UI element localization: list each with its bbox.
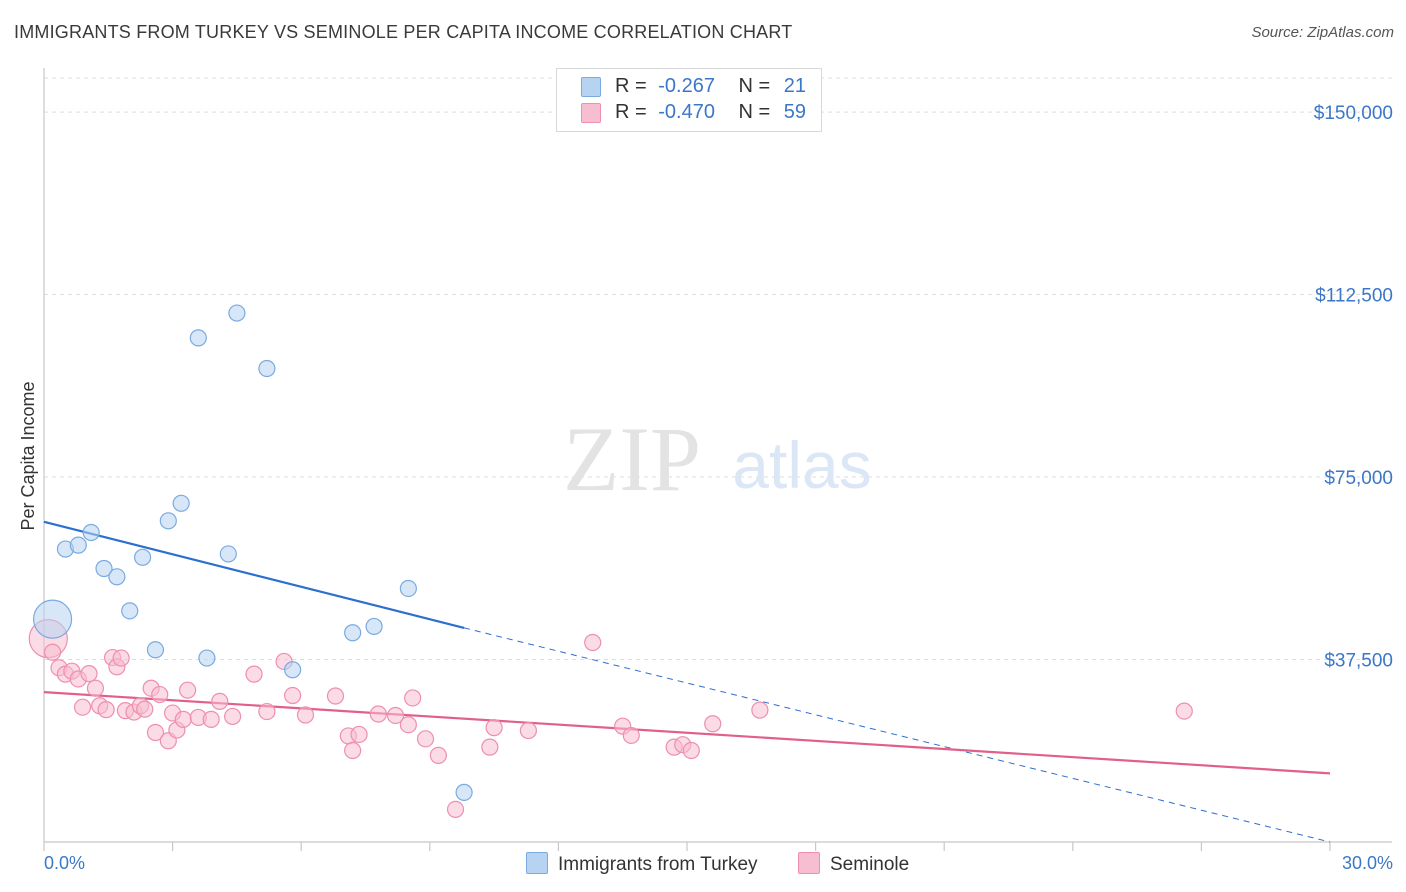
seminole-point-1 <box>43 643 62 661</box>
series-swatch-turkey <box>526 852 548 874</box>
tick-labels: $37,500 $75,000 $112,500 $150,000 0.0% 30.0% P… <box>18 103 1393 873</box>
seminole-point-35 <box>326 687 345 705</box>
trend-line-turkey <box>43 520 465 629</box>
turkey-point-5 <box>108 568 126 586</box>
turkey-point-3 <box>82 523 100 542</box>
legend-n-value-turkey: 21 <box>783 75 807 97</box>
y-tick-label-0: $37,500 <box>1324 651 1393 672</box>
turkey-point-9 <box>159 512 177 530</box>
seminole-point-19 <box>146 723 165 742</box>
seminole-point-43 <box>416 730 435 748</box>
turkey-point-4 <box>95 559 113 578</box>
seminole-point-29 <box>224 707 242 726</box>
watermark-atlas: atlas <box>732 428 871 502</box>
legend-n-value-seminole: 59 <box>783 101 807 123</box>
seminole-point-31 <box>258 702 276 721</box>
seminole-point-47 <box>485 719 503 737</box>
seminole-point-33 <box>284 686 302 705</box>
correlation-legend: R = -0.267 N = 21 R = -0.470 N = 59 <box>556 68 822 132</box>
seminole-point-8 <box>86 679 105 697</box>
series-label-seminole: Seminole <box>830 854 910 875</box>
y-tick-label-2: $112,500 <box>1315 286 1393 307</box>
legend-n-label: N = <box>738 75 771 97</box>
chart-title: IMMIGRANTS FROM TURKEY VS SEMINOLE PER C… <box>14 22 793 42</box>
seminole-point-17 <box>136 700 154 718</box>
series-swatch-seminole <box>798 852 820 874</box>
turkey-point-17 <box>344 624 362 642</box>
seminole-point-45 <box>446 800 465 818</box>
source-credit: Source: ZipAtlas.com <box>1251 24 1394 41</box>
seminole-point-57 <box>1175 702 1193 720</box>
legend-r-label: R = <box>615 75 647 97</box>
trend-lines <box>43 520 1331 843</box>
turkey-point-18 <box>365 617 383 636</box>
seminole-point-54 <box>682 741 700 760</box>
seminole-point-46 <box>481 738 499 756</box>
watermark-zip: ZIP <box>563 408 701 510</box>
turkey-point-6 <box>121 602 139 620</box>
legend-swatch-seminole <box>581 103 601 123</box>
seminole-point-51 <box>622 726 640 745</box>
turkey-point-2 <box>69 536 87 554</box>
legend-swatch-turkey <box>581 77 601 97</box>
turkey-point-15 <box>258 359 276 378</box>
seminole-point-39 <box>369 705 387 723</box>
series-legend-turkey: Immigrants from Turkey <box>526 852 758 876</box>
y-axis-label: Per Capita Income <box>18 381 38 530</box>
turkey-point-13 <box>219 545 237 563</box>
turkey-point-19 <box>399 579 417 598</box>
turkey-point-12 <box>198 649 216 667</box>
seminole-point-25 <box>179 681 197 699</box>
seminole-point-20 <box>151 685 169 704</box>
seminole-point-13 <box>112 649 130 667</box>
y-tick-label-1: $75,000 <box>1324 468 1393 489</box>
seminole-point-37 <box>344 741 362 760</box>
seminole-point-7 <box>80 665 98 683</box>
legend-r-label: R = <box>615 101 647 123</box>
seminole-point-6 <box>73 698 92 716</box>
y-tick-label-3: $150,000 <box>1314 103 1393 124</box>
seminole-point-27 <box>202 710 220 728</box>
data-points <box>28 304 1193 818</box>
seminole-point-41 <box>399 716 417 734</box>
legend-r-value-seminole: -0.470 <box>658 101 715 123</box>
seminole-point-44 <box>429 746 447 764</box>
axes <box>43 68 1392 851</box>
turkey-point-10 <box>172 494 190 512</box>
seminole-point-42 <box>404 689 422 707</box>
seminole-point-38 <box>350 725 368 744</box>
seminole-point-49 <box>584 633 602 652</box>
series-label-turkey: Immigrants from Turkey <box>558 854 758 875</box>
seminole-point-24 <box>174 710 192 728</box>
seminole-point-30 <box>245 665 263 683</box>
seminole-point-40 <box>386 706 405 725</box>
seminole-point-56 <box>751 701 769 719</box>
turkey-point-20 <box>455 783 473 801</box>
legend-r-value-turkey: -0.267 <box>658 75 715 97</box>
trend-extension-turkey <box>463 627 1331 843</box>
seminole-point-48 <box>519 721 537 740</box>
legend-n-label: N = <box>738 101 771 123</box>
seminole-point-28 <box>211 692 229 710</box>
turkey-point-16 <box>284 661 302 679</box>
turkey-point-0 <box>32 599 73 639</box>
seminole-point-34 <box>296 706 315 724</box>
turkey-point-14 <box>228 304 246 322</box>
series-legend-seminole: Seminole <box>798 852 909 876</box>
x-tick-label-max: 30.0% <box>1342 853 1393 873</box>
seminole-point-10 <box>97 701 115 719</box>
seminole-point-55 <box>704 715 722 733</box>
zipatlas-watermark: ZIP atlas <box>563 408 872 510</box>
turkey-point-7 <box>133 548 152 566</box>
turkey-point-8 <box>146 641 165 659</box>
x-tick-label-min: 0.0% <box>44 853 85 873</box>
trend-line-seminole <box>43 691 1331 775</box>
turkey-point-11 <box>189 329 207 347</box>
